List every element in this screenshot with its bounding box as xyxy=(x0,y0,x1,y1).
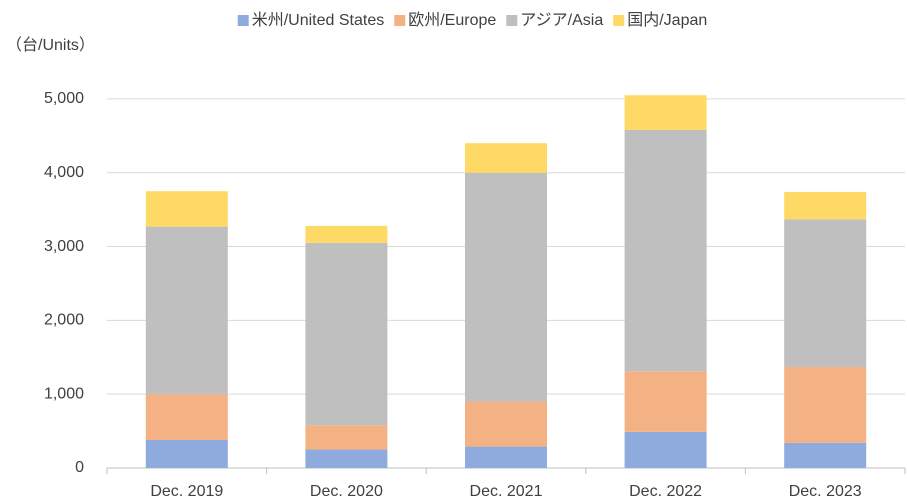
bar-segment xyxy=(305,242,388,426)
bar-segment xyxy=(624,371,707,432)
bar-segment xyxy=(784,219,867,367)
x-tick-label: Dec. 2020 xyxy=(310,483,383,500)
bar-segment xyxy=(624,95,707,130)
legend-label: アジア/Asia xyxy=(520,12,603,29)
x-tick-label: Dec. 2023 xyxy=(789,483,862,500)
legend-swatch xyxy=(394,15,406,26)
legend-swatch xyxy=(237,15,249,26)
bar-segment xyxy=(784,442,867,468)
bar-segment xyxy=(145,439,228,468)
bar-segment xyxy=(784,191,867,220)
y-tick-label: 1,000 xyxy=(44,385,84,402)
bar-segment xyxy=(145,191,228,227)
bar-segment xyxy=(465,143,547,173)
y-tick-label: 0 xyxy=(75,459,84,476)
bar-segment xyxy=(145,394,228,440)
bar-segment xyxy=(305,449,388,468)
legend-swatch xyxy=(506,15,518,26)
legend-swatch xyxy=(613,15,625,26)
bar-segment xyxy=(624,431,707,468)
legend-label: 欧州/Europe xyxy=(408,11,496,29)
legend-label: 国内/Japan xyxy=(627,11,707,29)
x-tick-label: Dec. 2019 xyxy=(150,483,223,500)
y-tick-label: 4,000 xyxy=(44,164,84,181)
y-axis-label: （台/Units） xyxy=(6,36,95,54)
bar-segment xyxy=(305,225,388,243)
x-tick-label: Dec. 2022 xyxy=(629,483,702,500)
bar-segment xyxy=(465,172,547,402)
y-tick-label: 3,000 xyxy=(44,238,84,255)
y-tick-label: 5,000 xyxy=(44,90,84,107)
bar-segment xyxy=(784,366,867,443)
bar-segment xyxy=(624,129,707,372)
bar-segment xyxy=(145,226,228,395)
x-tick-label: Dec. 2021 xyxy=(470,483,543,500)
y-tick-label: 2,000 xyxy=(44,312,84,329)
bar-segment xyxy=(465,401,547,447)
legend-label: 米州/United States xyxy=(252,11,385,29)
bar-segment xyxy=(465,446,547,468)
bar-segment xyxy=(305,425,388,450)
